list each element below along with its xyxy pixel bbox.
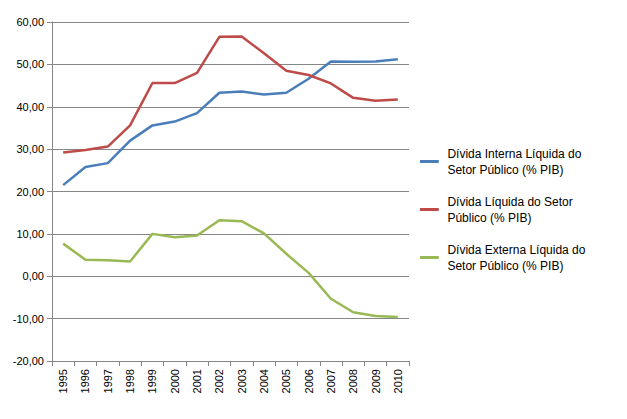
svg-text:50,00: 50,00 bbox=[16, 58, 44, 70]
svg-text:Setor Público (% PIB): Setor Público (% PIB) bbox=[447, 163, 563, 177]
svg-text:20,00: 20,00 bbox=[16, 186, 44, 198]
svg-text:1995: 1995 bbox=[57, 369, 69, 393]
svg-text:60,00: 60,00 bbox=[16, 16, 44, 28]
svg-text:2009: 2009 bbox=[370, 369, 382, 393]
svg-text:1997: 1997 bbox=[102, 369, 114, 393]
svg-text:2004: 2004 bbox=[258, 369, 270, 393]
svg-text:Público (% PIB): Público (% PIB) bbox=[447, 211, 531, 225]
svg-text:1998: 1998 bbox=[124, 369, 136, 393]
svg-text:40,00: 40,00 bbox=[16, 101, 44, 113]
svg-text:30,00: 30,00 bbox=[16, 143, 44, 155]
svg-text:-10,00: -10,00 bbox=[13, 313, 44, 325]
svg-text:Setor Público (% PIB): Setor Público (% PIB) bbox=[447, 259, 563, 273]
svg-text:2010: 2010 bbox=[392, 369, 404, 393]
svg-text:2001: 2001 bbox=[191, 369, 203, 393]
svg-text:Dívida Externa Líquida do: Dívida Externa Líquida do bbox=[447, 243, 588, 257]
svg-text:Dívida Interna Líquida do: Dívida Interna Líquida do bbox=[447, 147, 584, 161]
svg-text:-20,00: -20,00 bbox=[13, 355, 44, 367]
svg-text:10,00: 10,00 bbox=[16, 228, 44, 240]
svg-text:1999: 1999 bbox=[146, 369, 158, 393]
svg-text:2007: 2007 bbox=[325, 369, 337, 393]
svg-text:2005: 2005 bbox=[280, 369, 292, 393]
svg-text:Dívida Líquida do Setor: Dívida Líquida do Setor bbox=[447, 195, 576, 209]
svg-text:2006: 2006 bbox=[303, 369, 315, 393]
svg-text:2003: 2003 bbox=[236, 369, 248, 393]
svg-text:2000: 2000 bbox=[169, 369, 181, 393]
svg-text:2008: 2008 bbox=[347, 369, 359, 393]
svg-text:0,00: 0,00 bbox=[23, 270, 44, 282]
svg-text:1996: 1996 bbox=[79, 369, 91, 393]
svg-text:2002: 2002 bbox=[213, 369, 225, 393]
